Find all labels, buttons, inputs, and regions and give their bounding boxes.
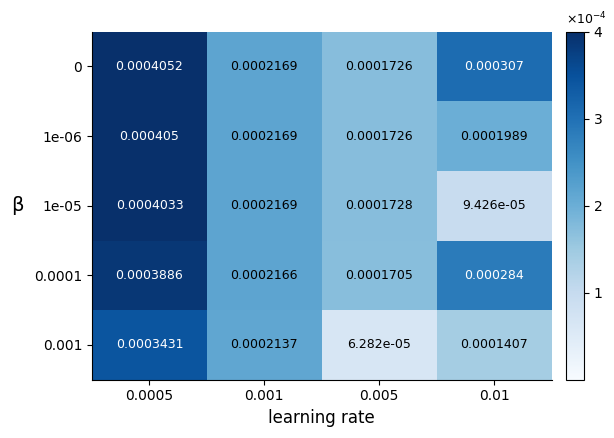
Text: 0.0003431: 0.0003431 bbox=[115, 338, 183, 351]
Text: 0.0002169: 0.0002169 bbox=[231, 130, 298, 142]
X-axis label: learning rate: learning rate bbox=[268, 409, 375, 427]
Text: 0.0001705: 0.0001705 bbox=[345, 269, 413, 282]
Text: 0.0001728: 0.0001728 bbox=[345, 199, 413, 212]
Text: 6.282e-05: 6.282e-05 bbox=[348, 338, 411, 351]
Text: 0.0002169: 0.0002169 bbox=[231, 60, 298, 73]
Text: 0.000284: 0.000284 bbox=[464, 269, 524, 282]
Text: 0.0001726: 0.0001726 bbox=[346, 130, 413, 142]
Text: 0.0003886: 0.0003886 bbox=[115, 269, 184, 282]
Text: 0.0004052: 0.0004052 bbox=[115, 60, 184, 73]
Text: 0.0002166: 0.0002166 bbox=[231, 269, 298, 282]
Text: 0.000307: 0.000307 bbox=[464, 60, 524, 73]
Text: $\times10^{-4}$: $\times10^{-4}$ bbox=[567, 11, 607, 28]
Text: 0.0001726: 0.0001726 bbox=[346, 60, 413, 73]
Text: 0.0001407: 0.0001407 bbox=[460, 338, 528, 351]
Text: 0.000405: 0.000405 bbox=[120, 130, 179, 142]
Text: 0.0004033: 0.0004033 bbox=[115, 199, 183, 212]
Text: 0.0002137: 0.0002137 bbox=[230, 338, 298, 351]
Y-axis label: β: β bbox=[11, 196, 23, 215]
Text: 9.426e-05: 9.426e-05 bbox=[462, 199, 526, 212]
Text: 0.0001989: 0.0001989 bbox=[460, 130, 528, 142]
Text: 0.0002169: 0.0002169 bbox=[231, 199, 298, 212]
